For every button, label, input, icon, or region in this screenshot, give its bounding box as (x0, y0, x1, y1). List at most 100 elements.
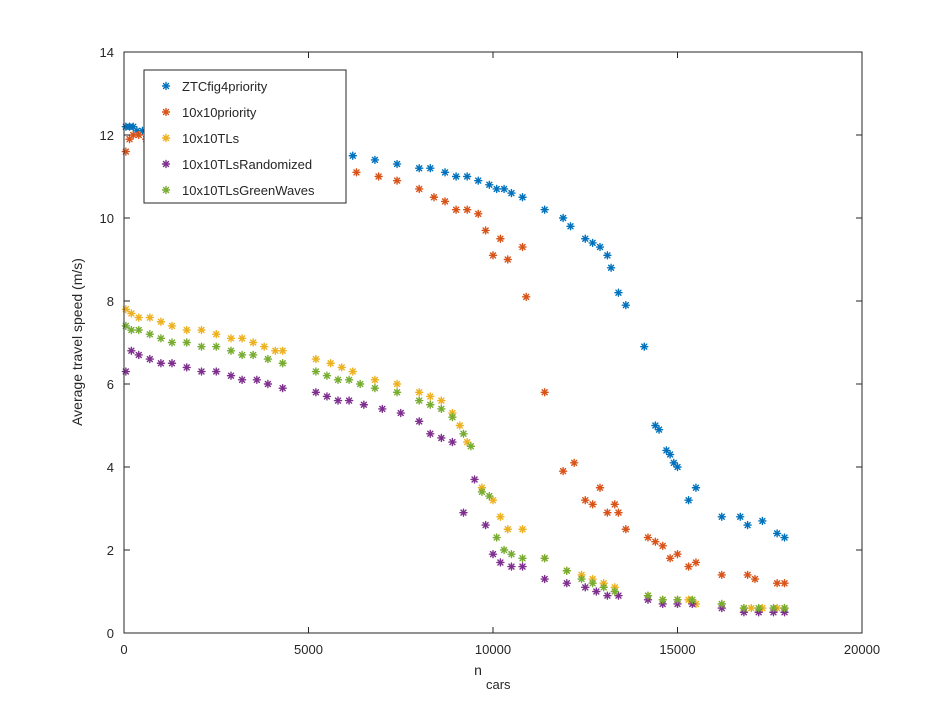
legend-label: 10x10TLs (182, 131, 240, 146)
legend-label: 10x10TLsRandomized (182, 157, 312, 172)
data-point (197, 342, 206, 351)
data-point (581, 496, 590, 505)
data-point (485, 491, 494, 501)
data-point (503, 255, 512, 264)
data-point (426, 392, 435, 401)
data-point (437, 433, 446, 443)
data-point (603, 591, 612, 600)
data-point (684, 562, 693, 571)
data-point (643, 533, 653, 542)
data-point (121, 367, 131, 376)
data-point (396, 408, 405, 418)
data-point (691, 483, 701, 492)
data-point (540, 388, 549, 397)
data-point (614, 508, 623, 517)
data-point (518, 525, 527, 534)
data-point (392, 388, 402, 397)
data-point (769, 603, 778, 613)
data-point (496, 558, 505, 567)
data-point (415, 396, 424, 405)
legend-label: 10x10priority (182, 105, 257, 120)
data-point (499, 184, 509, 194)
data-point (311, 388, 321, 397)
data-point (134, 325, 143, 335)
data-point (333, 375, 343, 385)
data-point (212, 342, 221, 351)
data-point (197, 367, 206, 376)
data-point (260, 342, 269, 351)
legend-label: 10x10TLsGreenWaves (182, 183, 315, 198)
data-point (540, 554, 549, 563)
data-point (474, 209, 483, 219)
data-point (429, 193, 439, 202)
data-point (440, 197, 450, 206)
data-point (440, 168, 450, 177)
data-point (134, 313, 143, 322)
series-4 (121, 321, 789, 613)
data-point (182, 338, 191, 347)
data-point (540, 205, 549, 214)
data-point (459, 508, 468, 517)
data-point (518, 193, 527, 202)
data-point (758, 516, 767, 526)
data-point (592, 587, 601, 596)
data-point (344, 375, 354, 385)
data-point (507, 562, 516, 571)
data-point (595, 242, 605, 252)
data-point (415, 388, 424, 397)
data-point (374, 172, 383, 181)
data-point (477, 487, 487, 497)
data-point (614, 288, 623, 297)
data-point (134, 350, 143, 360)
data-point (651, 537, 660, 546)
data-point (167, 321, 177, 331)
data-point (226, 346, 236, 355)
data-point (772, 529, 782, 538)
data-point (426, 163, 435, 173)
data-point (121, 321, 131, 331)
data-point (278, 346, 287, 355)
data-point (392, 176, 402, 185)
x-tick-label: 10000 (475, 642, 511, 657)
data-point (322, 371, 332, 380)
legend-marker (161, 107, 171, 117)
data-point (378, 404, 387, 414)
data-point (577, 574, 586, 584)
data-point (237, 350, 247, 360)
data-point (772, 579, 782, 588)
data-point (182, 363, 191, 372)
data-point (145, 330, 155, 339)
data-point (780, 603, 789, 613)
data-point (127, 346, 136, 355)
data-point (485, 180, 494, 190)
data-point (237, 334, 247, 343)
legend: ZTCfig4priority 10x10priority 10x10TLs 10x1… (143, 69, 347, 204)
data-point (496, 512, 505, 521)
data-point (359, 400, 369, 409)
data-point (518, 562, 527, 571)
legend-marker (161, 81, 171, 91)
data-point (462, 205, 472, 214)
data-point (492, 184, 501, 194)
series-1 (121, 130, 789, 588)
data-point (455, 421, 464, 430)
data-point (569, 458, 579, 468)
x-axis-ticks: 0 5000 10000 15000 20000 (120, 52, 880, 657)
data-point (581, 583, 590, 592)
legend-box (143, 69, 347, 204)
data-point (348, 367, 357, 376)
data-point (326, 359, 335, 368)
data-point (610, 587, 619, 596)
data-point (370, 155, 380, 165)
data-point (466, 442, 476, 451)
data-point (621, 525, 631, 534)
data-point (392, 379, 402, 389)
data-point (311, 354, 321, 364)
data-point (167, 338, 177, 347)
data-point (754, 603, 763, 613)
data-point (462, 437, 472, 447)
data-point (459, 429, 468, 438)
data-point (333, 396, 343, 405)
data-point (581, 234, 590, 243)
